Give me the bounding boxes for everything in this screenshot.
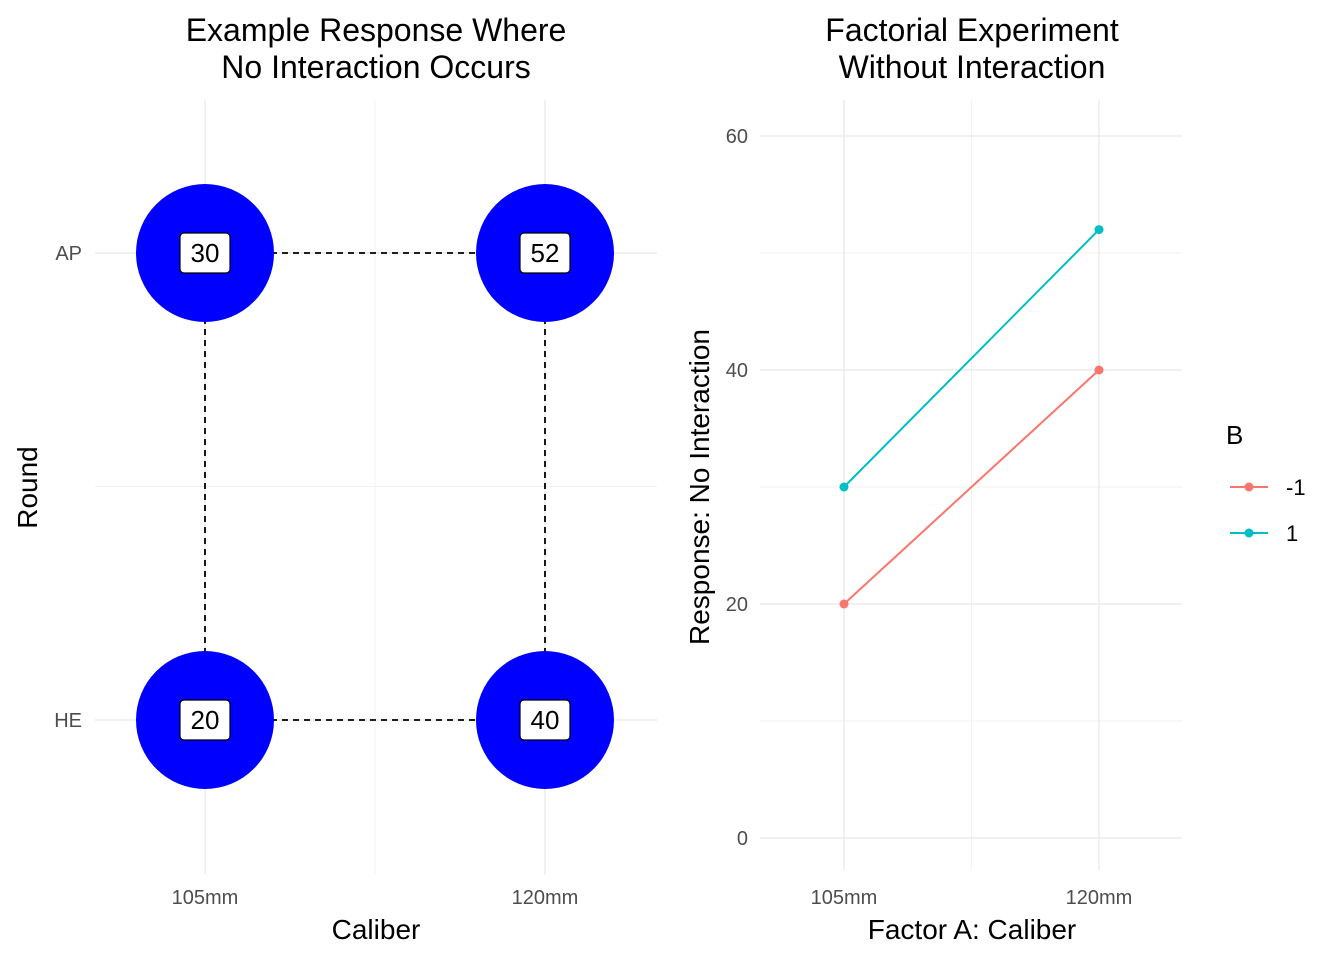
legend-entry-label: -1 bbox=[1286, 475, 1306, 500]
right-y-tick-label: 20 bbox=[726, 594, 748, 616]
right-panel: 105mm 120mm 0 20 40 60 Factorial ExperimentWit… bbox=[684, 12, 1306, 945]
left-point-label: 52 bbox=[531, 238, 560, 268]
left-point-label-box bbox=[179, 699, 231, 741]
left-y-tick-label: AP bbox=[55, 243, 82, 265]
right-series-point-1-105mm bbox=[839, 482, 849, 492]
legend-title: B bbox=[1226, 420, 1243, 450]
left-x-tick-label: 120mm bbox=[512, 887, 579, 909]
left-y-axis-title: Round bbox=[12, 446, 43, 529]
left-x-axis-title: Caliber bbox=[332, 914, 421, 945]
left-point-label: 40 bbox=[531, 705, 560, 735]
right-series-point-1-120mm bbox=[1094, 225, 1104, 235]
right-series-line-1 bbox=[843, 228, 1100, 488]
right-chart-title-line-2: Without Interaction bbox=[839, 49, 1106, 85]
left-point-label-box bbox=[179, 232, 231, 274]
left-point-label: 30 bbox=[191, 238, 220, 268]
left-chart-title-line-1: Example Response Where bbox=[186, 12, 567, 48]
right-x-tick-label: 105mm bbox=[811, 887, 878, 909]
legend: B -1 1 bbox=[1226, 420, 1306, 546]
left-y-tick-label: HE bbox=[54, 710, 82, 732]
right-series-line--1 bbox=[843, 369, 1100, 605]
right-x-axis-title: Factor A: Caliber bbox=[868, 914, 1077, 945]
left-chart-title-line-2: No Interaction Occurs bbox=[221, 49, 530, 85]
left-point-label-box bbox=[519, 699, 571, 741]
left-x-tick-label: 105mm bbox=[172, 887, 239, 909]
right-y-axis-title: Response: No Interaction bbox=[684, 329, 715, 645]
right-x-tick-label: 120mm bbox=[1066, 887, 1133, 909]
right-y-tick-label: 40 bbox=[726, 360, 748, 382]
legend-entry-label: 1 bbox=[1286, 521, 1298, 546]
left-panel: 30 52 20 40 105mm 120mm HE AP Example Response W… bbox=[12, 12, 657, 945]
right-y-tick-label: 0 bbox=[737, 828, 748, 850]
legend-key-point-1 bbox=[1244, 528, 1254, 538]
right-y-tick-label: 60 bbox=[726, 126, 748, 148]
right-chart-title-line-1: Factorial Experiment bbox=[825, 12, 1119, 48]
right-series-point--1-105mm bbox=[839, 599, 849, 609]
left-point-label-box bbox=[519, 232, 571, 274]
left-point-label: 20 bbox=[191, 705, 220, 735]
right-series-point--1-120mm bbox=[1094, 365, 1104, 375]
legend-key-point--1 bbox=[1244, 482, 1254, 492]
